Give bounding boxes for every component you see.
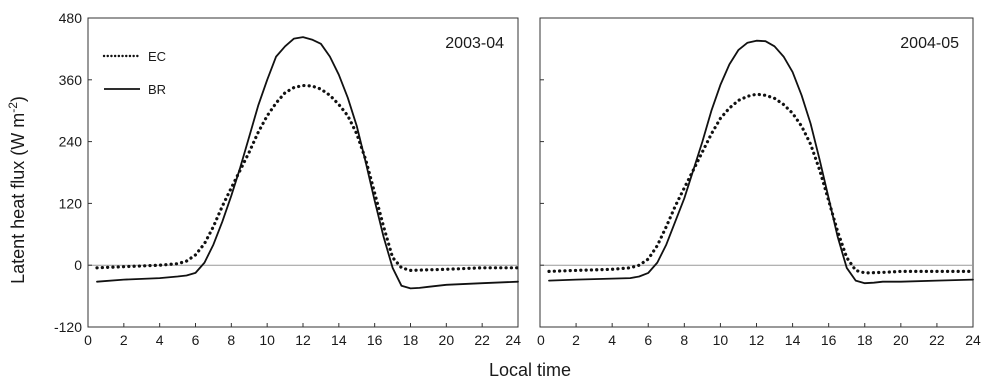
panel-2-x-tick-label: 8 [680, 332, 688, 348]
panel-1-x-tick-label: 6 [192, 332, 200, 348]
panel-1-x-tick-label: 4 [156, 332, 164, 348]
panel-1-x-tick-label: 20 [439, 332, 455, 348]
y-tick-label: 360 [59, 72, 83, 88]
panel-2-x-tick-label: 4 [608, 332, 616, 348]
panel-2-x-tick-label: 0 [537, 332, 545, 348]
panel-2-x-tick-label: 18 [857, 332, 873, 348]
panel-2-x-tick-label: 22 [929, 332, 945, 348]
y-tick-label: 480 [59, 10, 83, 26]
y-axis-title-close: ) [8, 96, 28, 102]
y-axis-title-superscript: -2 [6, 102, 20, 113]
panel-1-x-tick-label: 12 [295, 332, 311, 348]
panel-1-frame [88, 18, 518, 327]
panel-2-x-tick-label: 12 [749, 332, 765, 348]
y-tick-label: 240 [59, 134, 83, 150]
panel-1-x-tick-label: 10 [259, 332, 275, 348]
panel-2-x-tick-label: 14 [785, 332, 801, 348]
panel-1-x-tick-label: 24 [505, 332, 521, 348]
panel-2-x-tick-label: 2 [572, 332, 580, 348]
panel-2-x-tick-label: 24 [965, 332, 981, 348]
panel-2-series-br-line [549, 41, 973, 284]
panel-2-x-tick-label: 20 [893, 332, 909, 348]
panel-2-x-tick-label: 6 [644, 332, 652, 348]
panel-1-x-tick-label: 8 [227, 332, 235, 348]
panel-2-x-tick-label: 10 [713, 332, 729, 348]
panel-1-x-tick-label: 0 [84, 332, 92, 348]
panel-2-period-label: 2004-05 [900, 35, 959, 52]
panel-1-x-tick-label: 18 [403, 332, 419, 348]
panel-1-x-tick-label: 16 [367, 332, 383, 348]
panel-1-x-tick-label: 14 [331, 332, 347, 348]
panel-1-series-ec-line [97, 86, 518, 271]
y-axis-title: Latent heat flux (W m-2) [6, 96, 28, 284]
y-axis-title-main: Latent heat flux (W m [8, 113, 28, 284]
panel-1-x-tick-label: 22 [474, 332, 490, 348]
legend-ec-label: EC [148, 49, 166, 64]
y-tick-label: 0 [74, 257, 82, 273]
legend-br-label: BR [148, 82, 166, 97]
panel-1-period-label: 2003-04 [445, 35, 504, 52]
panel-2-series-ec-line [549, 94, 973, 273]
panel-1-x-tick-label: 2 [120, 332, 128, 348]
x-axis-title: Local time [489, 360, 571, 380]
panel-2-x-tick-label: 16 [821, 332, 837, 348]
y-tick-label: -120 [54, 319, 82, 335]
y-tick-label: 120 [59, 195, 83, 211]
panel-1-series-br-line [97, 37, 518, 288]
